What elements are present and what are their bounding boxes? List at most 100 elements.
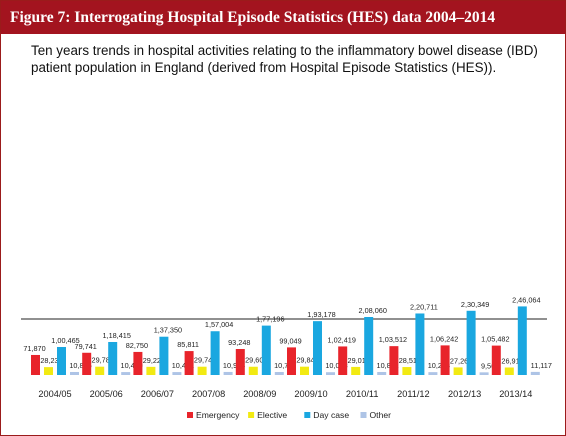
bar-elective-2012-13 bbox=[453, 367, 463, 375]
data-label-elective-2006-07: 29,227 bbox=[143, 356, 165, 365]
bar-emergency-2004-05 bbox=[31, 354, 40, 375]
bar-other-2005-06 bbox=[121, 372, 131, 375]
data-label-day-case-2005-06: 1,18,415 bbox=[102, 331, 130, 340]
data-label-other-2008-09: 10,707 bbox=[274, 361, 296, 370]
data-label-emergency-2012-13: 1,06,242 bbox=[430, 334, 458, 343]
legend-swatch-elective bbox=[248, 412, 255, 418]
bar-emergency-2008-09 bbox=[235, 349, 245, 375]
data-label-elective-2007-08: 29,749 bbox=[194, 356, 216, 365]
bar-other-2012-13 bbox=[479, 372, 489, 375]
legend-label-day-case: Day case bbox=[313, 410, 349, 420]
bar-elective-2011-12 bbox=[402, 367, 412, 375]
bar-other-2010-11 bbox=[377, 371, 387, 375]
data-label-elective-2008-09: 29,603 bbox=[245, 356, 267, 365]
legend-swatch-emergency bbox=[187, 412, 193, 418]
data-label-day-case-2010-11: 2,08,060 bbox=[358, 306, 386, 315]
data-label-emergency-2008-09: 93,248 bbox=[228, 338, 250, 347]
bar-other-2004-05 bbox=[70, 371, 79, 375]
data-label-other-2011-12: 10,268 bbox=[428, 361, 450, 370]
data-label-day-case-2009-10: 1,93,178 bbox=[307, 310, 335, 319]
data-label-emergency-2010-11: 1,02,419 bbox=[327, 335, 355, 344]
data-label-elective-2010-11: 29,018 bbox=[348, 356, 370, 365]
bar-other-2011-12 bbox=[428, 372, 438, 375]
data-label-day-case-2006-07: 1,37,350 bbox=[154, 326, 182, 335]
tick-label-2008-09: 2008/09 bbox=[243, 389, 276, 399]
bar-emergency-2011-12 bbox=[389, 346, 399, 375]
tick-label-2005-06: 2005/06 bbox=[90, 389, 123, 399]
bar-elective-2004-05 bbox=[44, 367, 53, 375]
data-label-elective-2004-05: 28,230 bbox=[40, 356, 62, 365]
data-label-day-case-2012-13: 2,30,349 bbox=[461, 300, 489, 309]
legend-swatch-day-case bbox=[304, 412, 311, 418]
data-label-emergency-2005-06: 79,741 bbox=[75, 342, 97, 351]
tick-label-2013-14: 2013/14 bbox=[499, 389, 532, 399]
data-label-other-2004-05: 10,825 bbox=[69, 361, 91, 370]
bar-emergency-2012-13 bbox=[440, 345, 450, 375]
tick-label-2007-08: 2007/08 bbox=[192, 389, 225, 399]
data-label-day-case-2007-08: 1,57,004 bbox=[205, 320, 233, 329]
data-label-other-2005-06: 10,459 bbox=[121, 361, 143, 370]
data-label-other-2006-07: 10,481 bbox=[172, 361, 194, 370]
data-label-other-2007-08: 10,954 bbox=[223, 361, 245, 370]
data-label-elective-2011-12: 28,519 bbox=[399, 356, 421, 365]
tick-label-2004-05: 2004/05 bbox=[38, 389, 71, 399]
bar-emergency-2007-08 bbox=[184, 351, 194, 375]
bar-elective-2007-08 bbox=[197, 366, 207, 375]
data-label-day-case-2004-05: 1,00,465 bbox=[51, 336, 79, 345]
bar-day-case-2007-08 bbox=[210, 331, 220, 375]
bar-other-2007-08 bbox=[223, 371, 233, 375]
bar-day-case-2013-14 bbox=[517, 306, 527, 375]
bar-elective-2009-10 bbox=[300, 366, 309, 375]
bar-emergency-2010-11 bbox=[338, 346, 348, 375]
data-label-elective-2009-10: 29,841 bbox=[296, 356, 318, 365]
bar-other-2009-10 bbox=[326, 372, 335, 375]
data-label-day-case-2011-12: 2,20,711 bbox=[410, 302, 438, 311]
figure-title: Figure 7: Interrogating Hospital Episode… bbox=[10, 9, 496, 26]
data-label-emergency-2011-12: 1,03,512 bbox=[379, 335, 407, 344]
bar-day-case-2005-06 bbox=[108, 341, 118, 375]
bar-other-2006-07 bbox=[172, 372, 182, 375]
bar-emergency-2006-07 bbox=[133, 351, 143, 375]
tick-label-2009-10: 2009/10 bbox=[294, 389, 327, 399]
data-label-other-2012-13: 9,569 bbox=[481, 361, 499, 370]
bar-other-2013-14 bbox=[530, 371, 540, 375]
bar-day-case-2004-05 bbox=[57, 346, 66, 375]
tick-label-2012-13: 2012/13 bbox=[448, 389, 481, 399]
bar-other-2008-09 bbox=[274, 372, 284, 375]
bar-day-case-2010-11 bbox=[364, 317, 374, 375]
data-label-other-2013-14: 11,117 bbox=[531, 361, 552, 370]
bar-emergency-2009-10 bbox=[287, 347, 296, 375]
chart-title: Ten years trends in hospital activities … bbox=[31, 43, 538, 75]
bar-elective-2006-07 bbox=[146, 366, 156, 375]
legend-label-elective: Elective bbox=[257, 410, 287, 420]
legend-label-other: Other bbox=[370, 410, 392, 420]
figure-header: Figure 7: Interrogating Hospital Episode… bbox=[1, 1, 565, 34]
tick-label-2011-12: 2011/12 bbox=[397, 389, 430, 399]
data-label-elective-2005-06: 29,787 bbox=[92, 356, 114, 365]
bar-elective-2013-14 bbox=[504, 367, 514, 375]
data-label-emergency-2006-07: 82,750 bbox=[126, 341, 148, 350]
data-label-day-case-2013-14: 2,46,064 bbox=[512, 295, 540, 304]
data-label-other-2009-10: 10,058 bbox=[325, 361, 347, 370]
tick-label-2010-11: 2010/11 bbox=[346, 389, 379, 399]
tick-label-2006-07: 2006/07 bbox=[141, 389, 174, 399]
data-label-emergency-2004-05: 71,870 bbox=[23, 344, 45, 353]
bar-day-case-2009-10 bbox=[313, 321, 322, 375]
data-label-other-2010-11: 10,831 bbox=[377, 361, 399, 370]
data-label-day-case-2008-09: 1,77,196 bbox=[256, 315, 284, 324]
data-label-elective-2013-14: 26,911 bbox=[501, 356, 523, 365]
legend-swatch-other bbox=[360, 412, 367, 418]
bar-emergency-2005-06 bbox=[82, 352, 92, 375]
bar-day-case-2006-07 bbox=[159, 336, 169, 375]
bar-elective-2010-11 bbox=[351, 366, 361, 375]
data-label-emergency-2013-14: 1,05,482 bbox=[481, 335, 509, 344]
data-label-elective-2012-13: 27,260 bbox=[450, 356, 472, 365]
bar-elective-2008-09 bbox=[248, 366, 258, 375]
bar-elective-2005-06 bbox=[95, 366, 105, 375]
legend-label-emergency: Emergency bbox=[196, 410, 240, 420]
bar-day-case-2012-13 bbox=[466, 310, 476, 375]
bar-day-case-2011-12 bbox=[415, 313, 425, 375]
data-label-emergency-2009-10: 99,049 bbox=[279, 336, 301, 345]
data-label-emergency-2007-08: 85,811 bbox=[177, 340, 199, 349]
